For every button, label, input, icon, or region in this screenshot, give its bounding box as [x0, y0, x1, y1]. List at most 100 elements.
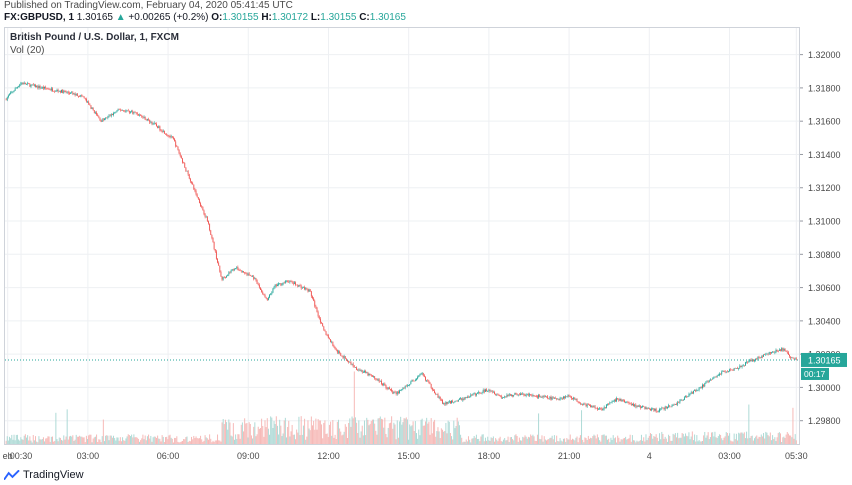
- symbol-label[interactable]: FX:GBPUSD, 1: [4, 12, 75, 23]
- candle-body: [594, 406, 596, 408]
- volume-bar: [344, 424, 346, 444]
- volume-bar: [593, 434, 595, 444]
- last-price-badge[interactable]: [801, 352, 847, 367]
- volume-bar: [253, 426, 255, 444]
- price-axis[interactable]: 1.32000 1.31800 1.31600 1.31400 1.31200 1.310…: [799, 50, 847, 426]
- chart-legend-title[interactable]: British Pound / U.S. Dollar, 1, FXCM: [10, 32, 179, 43]
- candle-body: [786, 352, 788, 353]
- candle-body: [575, 398, 577, 400]
- candle-body: [345, 358, 347, 361]
- volume-bar: [203, 440, 205, 444]
- candle-body: [747, 361, 749, 363]
- volume-bar: [58, 437, 60, 444]
- volume-bar: [295, 439, 297, 444]
- candle-body: [223, 276, 225, 278]
- candle-body: [449, 401, 451, 404]
- tradingview-logo[interactable]: TradingView: [4, 469, 84, 481]
- candle-body: [230, 270, 232, 273]
- volume-bar: [160, 441, 162, 444]
- candle-body: [765, 354, 767, 356]
- candle-body: [145, 119, 147, 121]
- candle-body: [686, 396, 688, 397]
- candle-body: [78, 96, 79, 97]
- candle-body: [622, 399, 624, 401]
- candle-body: [344, 356, 346, 359]
- volume-bar: [422, 425, 424, 444]
- candle-body: [352, 363, 354, 367]
- candle-body: [38, 85, 40, 88]
- volume-bar: [163, 442, 165, 444]
- candle-body: [479, 391, 481, 394]
- candle-body: [787, 352, 789, 355]
- candle-body: [507, 394, 509, 396]
- candle-body: [453, 402, 455, 403]
- candle-body: [96, 112, 98, 115]
- volume-bar: [474, 437, 476, 444]
- volume-bar: [197, 438, 199, 444]
- candle-body: [738, 368, 740, 369]
- candle-body: [644, 406, 646, 409]
- volume-bar: [389, 422, 391, 444]
- volume-bar: [626, 439, 628, 444]
- candle-body: [664, 406, 666, 410]
- volume-bar: [149, 438, 151, 444]
- volume-bar: [399, 421, 401, 444]
- candle-body: [117, 109, 119, 111]
- candle-body: [106, 117, 108, 119]
- volume-bar: [746, 431, 748, 444]
- candle-body: [726, 371, 728, 373]
- candle-body: [447, 402, 449, 404]
- volume-bar: [608, 438, 610, 444]
- volume-bar: [278, 434, 280, 444]
- volume-bar: [448, 421, 450, 444]
- candle-body: [332, 341, 334, 346]
- candle-body: [56, 89, 58, 92]
- candle-body: [427, 380, 429, 382]
- volume-bar: [483, 441, 485, 444]
- candle-body: [739, 365, 741, 369]
- volume-bar: [132, 437, 134, 444]
- volume-bar: [222, 418, 224, 444]
- volume-bar: [576, 436, 578, 444]
- candle-body: [643, 406, 645, 407]
- candle-body: [91, 107, 93, 109]
- volume-bar: [578, 437, 580, 444]
- price-tick-label: 1.31600: [808, 117, 841, 127]
- volume-legend[interactable]: Vol (20): [10, 45, 45, 56]
- low-label: L:: [310, 12, 321, 23]
- volume-bar: [339, 428, 341, 444]
- time-tick-label: eb: [3, 451, 13, 461]
- candle-body: [123, 110, 125, 111]
- candle-body: [170, 136, 172, 138]
- candle-body: [676, 404, 677, 405]
- volume-bar: [334, 434, 336, 444]
- volume-bar: [82, 437, 84, 444]
- candle-body: [18, 86, 20, 88]
- volume-bar: [204, 435, 206, 444]
- volume-bar: [280, 425, 282, 444]
- candle-body: [189, 178, 191, 182]
- price-tick-label: 1.31000: [808, 217, 841, 227]
- candle-body: [589, 405, 590, 406]
- volume-bar: [331, 435, 333, 444]
- candle-body: [136, 113, 138, 115]
- candle-body: [200, 203, 202, 207]
- volume-bar: [220, 441, 222, 444]
- volume-bar: [466, 441, 468, 444]
- volume-bar: [215, 440, 217, 444]
- volume-bar: [35, 436, 37, 444]
- volume-bar: [22, 439, 24, 444]
- volume-bar: [239, 438, 241, 444]
- candle-body: [369, 373, 371, 376]
- candle-body: [229, 272, 231, 274]
- volume-bar: [701, 441, 703, 444]
- volume-bar: [712, 432, 714, 444]
- candle-body: [724, 371, 726, 373]
- volume-bar: [768, 436, 770, 444]
- volume-bar: [107, 435, 109, 444]
- candle-body: [576, 398, 578, 402]
- volume-bar: [126, 436, 128, 444]
- candle-body: [619, 399, 621, 401]
